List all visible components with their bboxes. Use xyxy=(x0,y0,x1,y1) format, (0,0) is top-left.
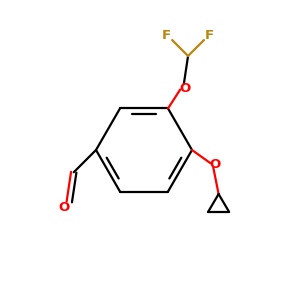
Text: O: O xyxy=(179,82,190,94)
Text: O: O xyxy=(58,201,70,214)
Text: O: O xyxy=(209,158,220,171)
Text: F: F xyxy=(205,29,214,42)
Text: F: F xyxy=(162,29,171,42)
